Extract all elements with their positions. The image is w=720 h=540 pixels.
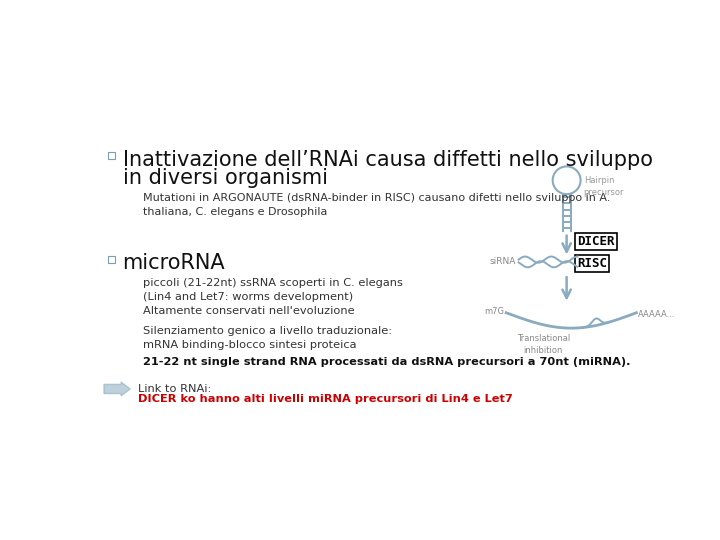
- Text: siRNA: siRNA: [490, 258, 516, 266]
- FancyBboxPatch shape: [575, 233, 617, 251]
- Text: m7G: m7G: [484, 307, 504, 316]
- FancyBboxPatch shape: [108, 152, 115, 159]
- Text: Translational
inhibition: Translational inhibition: [517, 334, 570, 355]
- Text: 21-22 nt single strand RNA processati da dsRNA precursori a 70nt (miRNA).: 21-22 nt single strand RNA processati da…: [143, 356, 630, 367]
- FancyBboxPatch shape: [575, 255, 609, 272]
- Text: Link to RNAi:: Link to RNAi:: [138, 383, 212, 394]
- Text: DICER ko hanno alti livelli miRNA precursori di Lin4 e Let7: DICER ko hanno alti livelli miRNA precur…: [138, 394, 513, 404]
- Text: microRNA: microRNA: [122, 253, 225, 273]
- Text: RISC: RISC: [577, 257, 607, 270]
- Text: Silenziamento genico a livello traduzionale:
mRNA binding-blocco sintesi proteic: Silenziamento genico a livello traduzion…: [143, 326, 392, 350]
- Text: Mutationi in ARGONAUTE (dsRNA-binder in RISC) causano difetti nello sviluppo in : Mutationi in ARGONAUTE (dsRNA-binder in …: [143, 193, 610, 217]
- Text: Inattivazione dell’RNAi causa diffetti nello sviluppo: Inattivazione dell’RNAi causa diffetti n…: [122, 150, 652, 170]
- Text: DICER: DICER: [577, 235, 615, 248]
- Text: AAAAA...: AAAAA...: [638, 310, 675, 319]
- FancyArrow shape: [104, 382, 130, 396]
- Text: Altamente conservati nell'evoluzione: Altamente conservati nell'evoluzione: [143, 306, 354, 316]
- Text: piccoli (21-22nt) ssRNA scoperti in C. elegans
(Lin4 and Let7: worms development: piccoli (21-22nt) ssRNA scoperti in C. e…: [143, 278, 402, 302]
- Text: Hairpin
precursor: Hairpin precursor: [584, 176, 624, 197]
- Text: in diversi organismi: in diversi organismi: [122, 168, 328, 188]
- FancyBboxPatch shape: [108, 256, 115, 263]
